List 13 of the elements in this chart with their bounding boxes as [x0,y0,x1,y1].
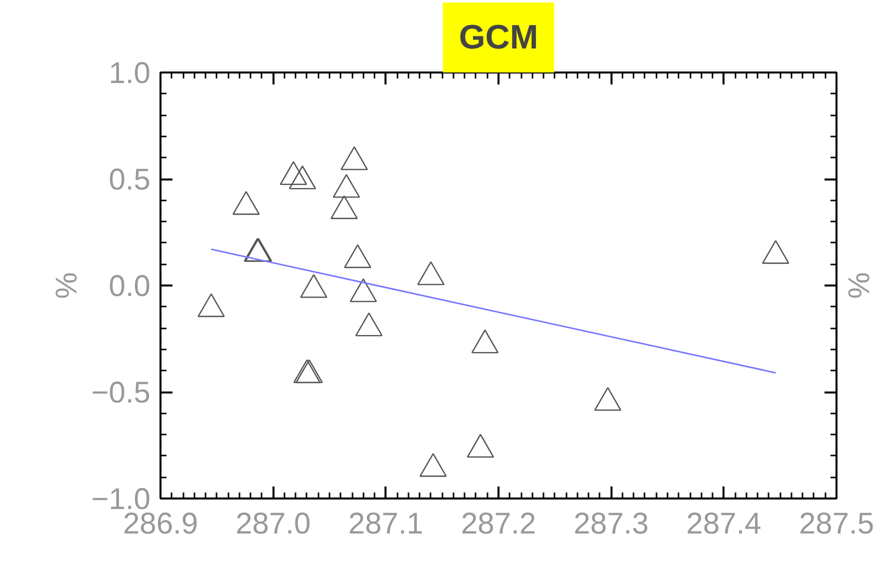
y2-axis-title: % [842,272,874,299]
x-tick-label: 287.4 [686,508,762,540]
y-tick-label: 1.0 [108,57,151,90]
x-tick-label: 287.2 [460,508,536,540]
chart-title: GCM [458,18,538,56]
y-tick-label: −0.5 [91,376,151,410]
y-tick-label: 0.0 [108,270,151,303]
x-tick-label: 287.5 [798,508,874,540]
y-axis-title: % [50,272,84,299]
x-tick-label: 287.0 [236,508,311,540]
y-tick-label: 0.5 [108,164,151,196]
x-tick-label: 287.1 [348,508,424,540]
x-tick-label: 287.3 [574,508,649,540]
